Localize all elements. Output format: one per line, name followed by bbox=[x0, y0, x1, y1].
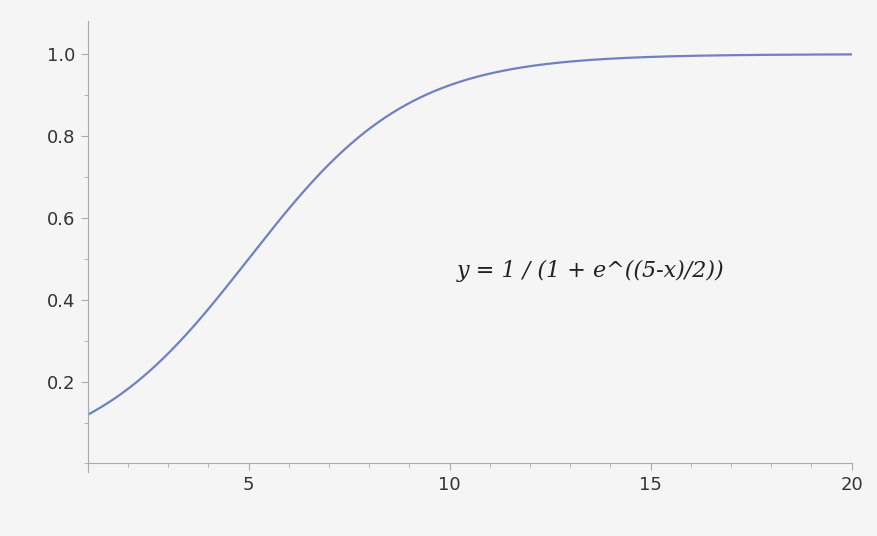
Text: y = 1 / (1 + e^((5-x)/2)): y = 1 / (1 + e^((5-x)/2)) bbox=[456, 260, 724, 282]
